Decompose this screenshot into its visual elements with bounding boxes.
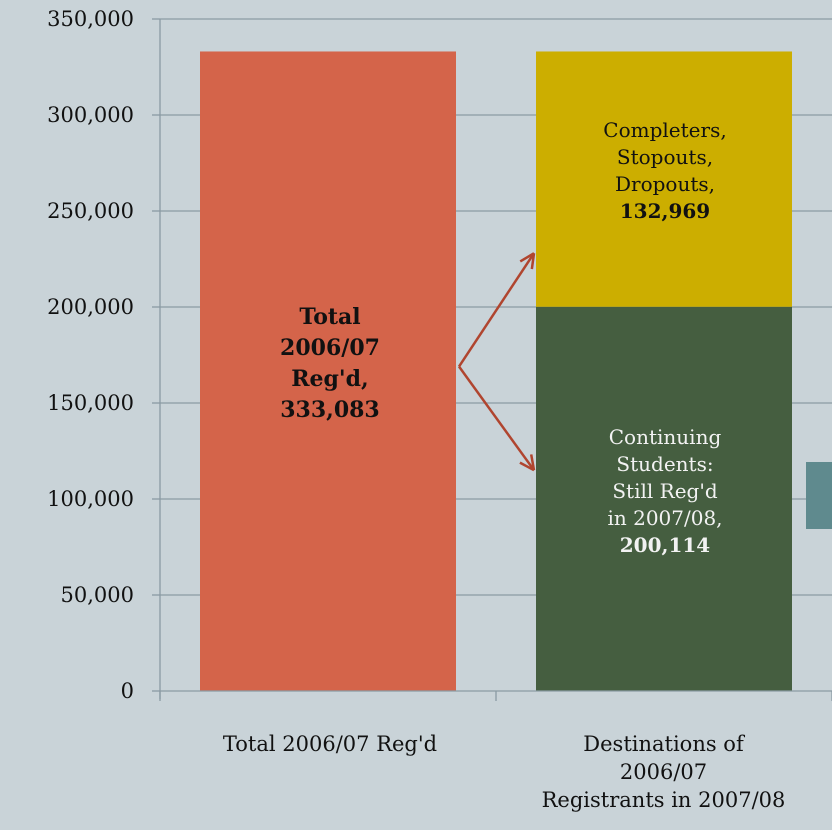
x-category-line: Total 2006/07 Reg'd <box>222 732 438 756</box>
arrowhead-stroke <box>529 454 536 471</box>
continuing-label-line: in 2007/08, <box>607 506 723 530</box>
continuing-label-line: Students: <box>616 452 714 476</box>
completers-label-line: Dropouts, <box>614 172 716 196</box>
total-label-line: Reg'd, <box>291 366 369 392</box>
y-tick-label: 300,000 <box>47 103 134 127</box>
x-category-label-destinations: Destinations of 2006/07 Registrants in 2… <box>495 730 832 814</box>
continuing-label-value: 200,114 <box>619 533 711 557</box>
total-label-line: 2006/07 <box>280 335 380 361</box>
completers-segment-label: Completers, Stopouts, Dropouts, 132,969 <box>537 117 793 225</box>
total-bar-label: Total 2006/07 Reg'd, 333,083 <box>202 302 458 426</box>
y-tick-label: 200,000 <box>47 295 134 319</box>
x-category-line: 2006/07 <box>619 760 708 784</box>
bar-completers <box>536 51 792 307</box>
y-tick-label: 50,000 <box>61 583 134 607</box>
total-label-value: 333,083 <box>280 397 380 423</box>
bar-continuing <box>536 306 792 691</box>
completers-label-line: Stopouts, <box>616 145 714 169</box>
arrowhead-stroke <box>530 253 536 270</box>
continuing-label-line: Continuing <box>608 425 722 449</box>
arrow-to-continuing <box>457 365 536 471</box>
y-tick-label: 350,000 <box>47 7 134 31</box>
y-tick-label: 0 <box>121 679 134 703</box>
arrowhead-stroke <box>519 252 535 263</box>
y-axis-ticks: 0 50,000 100,000 150,000 200,000 250,000 300,0… <box>47 7 160 703</box>
completers-label-value: 132,969 <box>619 199 711 223</box>
y-tick-label: 150,000 <box>47 391 134 415</box>
side-decoration-box <box>806 462 832 529</box>
completers-label-line: Completers, <box>603 118 727 142</box>
continuing-label-line: Still Reg'd <box>612 479 718 503</box>
bar-total <box>200 51 456 691</box>
axes <box>159 19 832 701</box>
bars <box>200 51 792 691</box>
y-tick-label: 250,000 <box>47 199 134 223</box>
arrowhead-stroke <box>519 461 535 472</box>
continuing-segment-label: Continuing Students: Still Reg'd in 2007… <box>537 424 793 559</box>
x-category-label-total: Total 2006/07 Reg'd <box>160 730 500 758</box>
arrows <box>457 252 536 472</box>
total-label-line: Total <box>299 304 361 330</box>
x-category-line: Registrants in 2007/08 <box>541 788 786 812</box>
arrow-to-completers <box>457 252 536 368</box>
y-tick-label: 100,000 <box>47 487 134 511</box>
x-category-line: Destinations of <box>583 732 744 756</box>
